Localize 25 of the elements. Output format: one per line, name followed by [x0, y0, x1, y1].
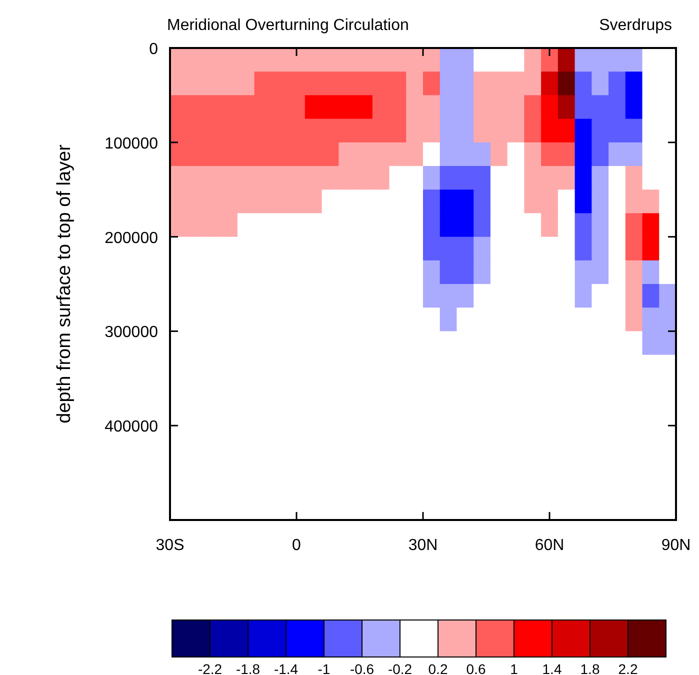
y-tick-label: 0	[149, 41, 158, 58]
color-bar-label: -0.2	[388, 661, 412, 675]
color-bar-label: 1	[510, 661, 518, 675]
y-tick-label: 400000	[104, 418, 158, 436]
x-tick-label: 30S	[156, 537, 184, 554]
y-tick-label: 300000	[104, 324, 158, 342]
x-tick-label: 60N	[534, 537, 564, 554]
x-tick-label: 0	[292, 537, 302, 554]
color-bar-label: -0.6	[350, 661, 374, 675]
color-bar-label: -1.8	[236, 661, 260, 675]
y-tick-label: 200000	[104, 230, 158, 247]
color-bar-label: 2.2	[618, 661, 638, 675]
color-bar-label: -1.4	[274, 661, 298, 675]
y-axis-title: depth from surface to top of layer	[54, 144, 75, 424]
color-bar-label: 0.2	[428, 661, 448, 675]
x-tick-label: 90N	[661, 537, 691, 554]
color-bar-label: 1.4	[542, 661, 562, 675]
color-bar-label: -1	[318, 661, 330, 675]
chart-title: Meridional Overturning Circulation	[167, 17, 409, 34]
color-bar-label: 1.8	[580, 661, 600, 675]
color-bar-label: 0.6	[466, 661, 486, 675]
chart-subtitle: Sverdrups	[599, 17, 672, 34]
y-tick-label: 100000	[104, 135, 158, 152]
x-tick-label: 30N	[408, 537, 438, 554]
color-bar-label: -2.2	[198, 661, 222, 675]
